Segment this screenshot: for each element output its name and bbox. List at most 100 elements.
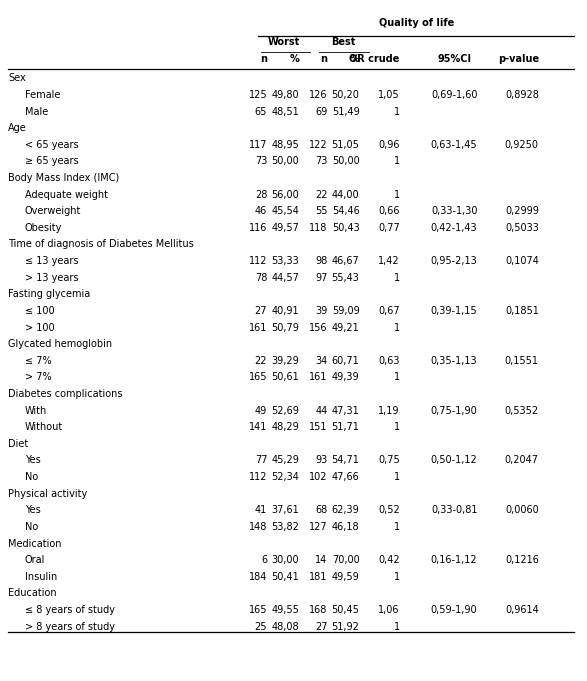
Text: 112: 112 (249, 256, 267, 266)
Text: 51,92: 51,92 (332, 622, 359, 631)
Text: 0,33-0,81: 0,33-0,81 (431, 505, 477, 516)
Text: 0,1851: 0,1851 (505, 306, 539, 316)
Text: 1: 1 (394, 622, 400, 631)
Text: Male: Male (25, 106, 48, 116)
Text: 39: 39 (315, 306, 328, 316)
Text: 1,05: 1,05 (378, 90, 400, 100)
Text: 59,09: 59,09 (332, 306, 359, 316)
Text: 118: 118 (309, 223, 328, 233)
Text: > 100: > 100 (25, 323, 55, 332)
Text: Physical activity: Physical activity (8, 489, 87, 498)
Text: Age: Age (8, 123, 27, 133)
Text: 0,5352: 0,5352 (505, 406, 539, 415)
Text: 0,1216: 0,1216 (505, 555, 539, 565)
Text: 0,35-1,13: 0,35-1,13 (431, 355, 477, 366)
Text: 1: 1 (394, 373, 400, 382)
Text: 44: 44 (315, 406, 328, 415)
Text: 60,71: 60,71 (332, 355, 359, 366)
Text: 165: 165 (249, 373, 267, 382)
Text: 54,71: 54,71 (332, 456, 359, 465)
Text: 0,9250: 0,9250 (505, 140, 539, 150)
Text: Overweight: Overweight (25, 206, 81, 216)
Text: 1,06: 1,06 (379, 605, 400, 615)
Text: Obesity: Obesity (25, 223, 62, 233)
Text: 54,46: 54,46 (332, 206, 359, 216)
Text: 53,82: 53,82 (271, 522, 299, 532)
Text: 0,50-1,12: 0,50-1,12 (431, 456, 478, 465)
Text: With: With (25, 406, 47, 415)
Text: 0,9614: 0,9614 (505, 605, 539, 615)
Text: Diabetes complications: Diabetes complications (8, 389, 123, 399)
Text: 46: 46 (255, 206, 267, 216)
Text: Education: Education (8, 588, 57, 599)
Text: Body Mass Index (IMC): Body Mass Index (IMC) (8, 173, 120, 183)
Text: 1: 1 (394, 522, 400, 532)
Text: 0,66: 0,66 (379, 206, 400, 216)
Text: 1: 1 (394, 106, 400, 116)
Text: 49,57: 49,57 (271, 223, 299, 233)
Text: %: % (289, 54, 299, 64)
Text: 0,69-1,60: 0,69-1,60 (431, 90, 477, 100)
Text: 1,19: 1,19 (379, 406, 400, 415)
Text: 0,2047: 0,2047 (505, 456, 539, 465)
Text: ≥ 65 years: ≥ 65 years (25, 157, 79, 166)
Text: 52,69: 52,69 (271, 406, 299, 415)
Text: Insulin: Insulin (25, 572, 57, 582)
Text: 0,95-2,13: 0,95-2,13 (431, 256, 478, 266)
Text: 127: 127 (309, 522, 328, 532)
Text: 62,39: 62,39 (332, 505, 359, 516)
Text: > 13 years: > 13 years (25, 272, 78, 283)
Text: 41: 41 (255, 505, 267, 516)
Text: 116: 116 (249, 223, 267, 233)
Text: 49: 49 (255, 406, 267, 415)
Text: 0,75-1,90: 0,75-1,90 (431, 406, 478, 415)
Text: 50,61: 50,61 (272, 373, 299, 382)
Text: 50,20: 50,20 (332, 90, 359, 100)
Text: Yes: Yes (25, 456, 41, 465)
Text: Oral: Oral (25, 555, 45, 565)
Text: 14: 14 (315, 555, 328, 565)
Text: ≤ 100: ≤ 100 (25, 306, 55, 316)
Text: 77: 77 (255, 456, 267, 465)
Text: 156: 156 (309, 323, 328, 332)
Text: n: n (321, 54, 328, 64)
Text: 34: 34 (315, 355, 328, 366)
Text: 148: 148 (249, 522, 267, 532)
Text: ≤ 8 years of study: ≤ 8 years of study (25, 605, 114, 615)
Text: 25: 25 (255, 622, 267, 631)
Text: 56,00: 56,00 (272, 189, 299, 200)
Text: 48,08: 48,08 (272, 622, 299, 631)
Text: Quality of life: Quality of life (379, 18, 454, 29)
Text: 48,29: 48,29 (272, 422, 299, 432)
Text: ≤ 7%: ≤ 7% (25, 355, 52, 366)
Text: 122: 122 (309, 140, 328, 150)
Text: 0,42-1,43: 0,42-1,43 (431, 223, 477, 233)
Text: 51,49: 51,49 (332, 106, 359, 116)
Text: Glycated hemoglobin: Glycated hemoglobin (8, 339, 113, 349)
Text: 44,57: 44,57 (271, 272, 299, 283)
Text: 1: 1 (394, 572, 400, 582)
Text: 49,39: 49,39 (332, 373, 359, 382)
Text: 184: 184 (249, 572, 267, 582)
Text: 0,1551: 0,1551 (505, 355, 539, 366)
Text: 50,00: 50,00 (332, 157, 359, 166)
Text: 117: 117 (249, 140, 267, 150)
Text: > 7%: > 7% (25, 373, 52, 382)
Text: 0,77: 0,77 (378, 223, 400, 233)
Text: 0,0060: 0,0060 (505, 505, 539, 516)
Text: 112: 112 (249, 472, 267, 482)
Text: Adequate weight: Adequate weight (25, 189, 108, 200)
Text: 95%CI: 95%CI (437, 54, 471, 64)
Text: 46,67: 46,67 (332, 256, 359, 266)
Text: 161: 161 (249, 323, 267, 332)
Text: 181: 181 (309, 572, 328, 582)
Text: Worst: Worst (268, 37, 300, 48)
Text: > 8 years of study: > 8 years of study (25, 622, 114, 631)
Text: 0,63-1,45: 0,63-1,45 (431, 140, 477, 150)
Text: 48,95: 48,95 (272, 140, 299, 150)
Text: 0,39-1,15: 0,39-1,15 (431, 306, 477, 316)
Text: 52,34: 52,34 (271, 472, 299, 482)
Text: ≤ 13 years: ≤ 13 years (25, 256, 78, 266)
Text: 45,29: 45,29 (271, 456, 299, 465)
Text: 70,00: 70,00 (332, 555, 359, 565)
